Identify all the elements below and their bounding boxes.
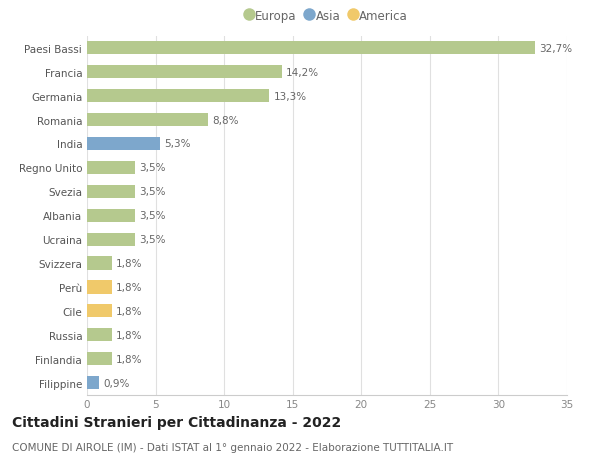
Bar <box>87 376 100 389</box>
Text: 1,8%: 1,8% <box>116 306 142 316</box>
Bar <box>87 90 269 103</box>
Text: 3,5%: 3,5% <box>139 187 166 197</box>
Bar <box>87 209 135 222</box>
Text: 5,3%: 5,3% <box>164 139 190 149</box>
Bar <box>87 185 135 198</box>
Text: COMUNE DI AIROLE (IM) - Dati ISTAT al 1° gennaio 2022 - Elaborazione TUTTITALIA.: COMUNE DI AIROLE (IM) - Dati ISTAT al 1°… <box>12 442 453 452</box>
Bar <box>87 162 135 174</box>
Bar <box>87 281 112 294</box>
Bar <box>87 114 208 127</box>
Text: 1,8%: 1,8% <box>116 282 142 292</box>
Bar <box>87 233 135 246</box>
Text: 0,9%: 0,9% <box>103 378 130 388</box>
Bar <box>87 329 112 341</box>
Text: 14,2%: 14,2% <box>286 67 319 78</box>
Bar <box>87 305 112 318</box>
Text: 13,3%: 13,3% <box>274 91 307 101</box>
Bar <box>87 257 112 270</box>
Text: 3,5%: 3,5% <box>139 211 166 221</box>
Text: 1,8%: 1,8% <box>116 258 142 269</box>
Text: 1,8%: 1,8% <box>116 330 142 340</box>
Bar <box>87 42 535 55</box>
Bar <box>87 66 282 79</box>
Text: Cittadini Stranieri per Cittadinanza - 2022: Cittadini Stranieri per Cittadinanza - 2… <box>12 415 341 429</box>
Text: 3,5%: 3,5% <box>139 163 166 173</box>
Bar <box>87 138 160 151</box>
Text: 8,8%: 8,8% <box>212 115 238 125</box>
Text: 32,7%: 32,7% <box>539 44 572 54</box>
Legend: Europa, Asia, America: Europa, Asia, America <box>241 5 413 27</box>
Text: 1,8%: 1,8% <box>116 354 142 364</box>
Bar <box>87 353 112 365</box>
Text: 3,5%: 3,5% <box>139 235 166 245</box>
